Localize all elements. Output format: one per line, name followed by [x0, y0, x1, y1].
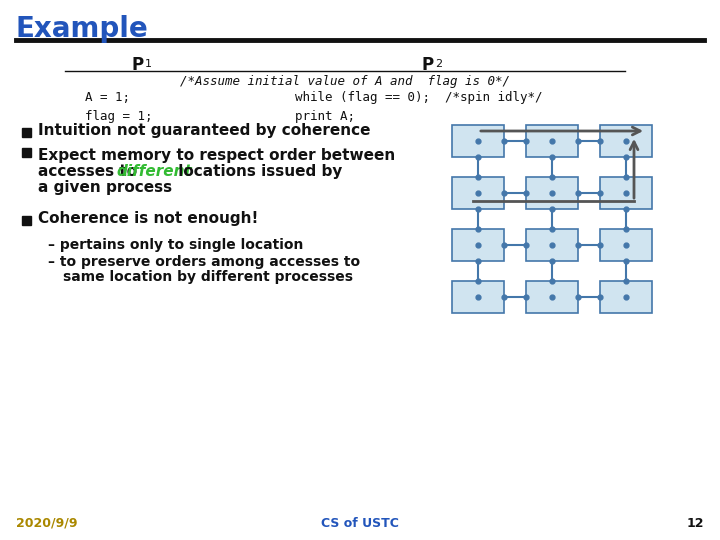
Bar	[600, 177, 652, 209]
Text: – pertains only to single location: – pertains only to single location	[48, 238, 303, 252]
Text: P: P	[132, 56, 144, 74]
Bar	[452, 125, 504, 157]
Text: Intuition not guaranteed by coherence: Intuition not guaranteed by coherence	[38, 124, 371, 138]
Bar	[526, 125, 578, 157]
Text: a given process: a given process	[38, 180, 172, 195]
Text: accesses to: accesses to	[38, 164, 143, 179]
Text: different: different	[117, 164, 192, 179]
Bar	[600, 125, 652, 157]
Bar	[452, 281, 504, 313]
Text: while (flag == 0);  /*spin idly*/: while (flag == 0); /*spin idly*/	[295, 91, 542, 104]
Text: Expect memory to respect order between: Expect memory to respect order between	[38, 148, 395, 163]
Text: P: P	[422, 56, 434, 74]
Text: print A;: print A;	[295, 110, 355, 123]
Bar	[22, 148, 31, 157]
Text: 2020/9/9: 2020/9/9	[16, 517, 78, 530]
Text: 1: 1	[145, 59, 152, 69]
Text: A = 1;: A = 1;	[85, 91, 130, 104]
Text: Example: Example	[16, 15, 149, 43]
Bar	[600, 229, 652, 261]
Bar	[452, 177, 504, 209]
Bar	[526, 229, 578, 261]
Text: 2: 2	[435, 59, 442, 69]
Text: Coherence is not enough!: Coherence is not enough!	[38, 212, 258, 226]
Text: locations issued by: locations issued by	[174, 164, 343, 179]
Bar	[452, 229, 504, 261]
Bar	[526, 177, 578, 209]
Bar	[600, 281, 652, 313]
Text: /*Assume initial value of A and  flag is 0*/: /*Assume initial value of A and flag is …	[180, 75, 510, 88]
Text: CS of USTC: CS of USTC	[321, 517, 399, 530]
Bar	[22, 127, 31, 137]
Bar	[22, 215, 31, 225]
Text: – to preserve orders among accesses to: – to preserve orders among accesses to	[48, 255, 360, 269]
Text: 12: 12	[686, 517, 704, 530]
Bar	[526, 281, 578, 313]
Text: flag = 1;: flag = 1;	[85, 110, 153, 123]
Text: same location by different processes: same location by different processes	[63, 270, 353, 284]
